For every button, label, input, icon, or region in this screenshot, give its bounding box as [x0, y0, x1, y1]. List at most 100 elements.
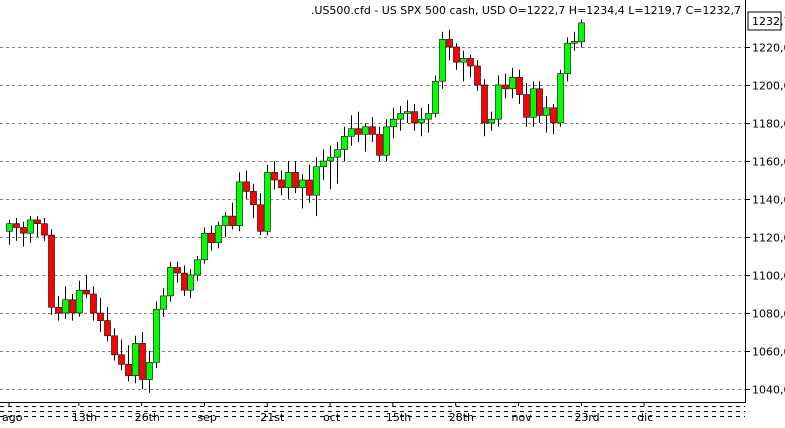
- x-tick-label: 13th: [72, 411, 97, 424]
- candle-body: [285, 172, 292, 188]
- y-tick-label: 1200,0: [752, 80, 785, 93]
- candle-body: [62, 299, 69, 314]
- candle: [502, 73, 509, 99]
- candle: [460, 50, 467, 82]
- candle-body: [327, 156, 334, 162]
- candle: [27, 216, 34, 243]
- candle: [299, 174, 306, 209]
- candle: [481, 79, 488, 137]
- candle-body: [27, 219, 34, 234]
- candle-body: [201, 232, 208, 261]
- candle: [488, 111, 495, 131]
- candle: [355, 111, 362, 142]
- candle: [6, 219, 13, 245]
- candle: [257, 193, 264, 236]
- candle-body: [411, 111, 418, 124]
- candle-body: [397, 113, 404, 120]
- candle-body: [467, 58, 474, 67]
- candle-body: [69, 299, 76, 314]
- candle: [208, 225, 215, 251]
- last-price-label: 1232,7: [752, 15, 785, 28]
- candle: [313, 157, 320, 217]
- candle-body: [6, 223, 13, 232]
- candle: [90, 286, 97, 321]
- y-tick-label: 1160,0: [752, 156, 785, 169]
- x-tick-label: 23rd: [574, 411, 599, 424]
- y-tick-label: 1060,0: [752, 346, 785, 359]
- candle: [495, 75, 502, 127]
- candle-body: [543, 107, 550, 116]
- candle: [125, 345, 132, 382]
- candle: [194, 256, 201, 281]
- candle: [564, 37, 571, 82]
- last-price-box: [747, 11, 782, 31]
- candle: [523, 83, 530, 127]
- candle: [376, 126, 383, 161]
- candle: [174, 261, 181, 283]
- candle-body: [271, 172, 278, 181]
- x-tick-label: 15th: [386, 411, 411, 424]
- candle-body: [104, 320, 111, 337]
- candle: [348, 115, 355, 146]
- x-tick-label: dic: [637, 411, 653, 424]
- candle-body: [418, 118, 425, 124]
- candle-body: [153, 308, 160, 363]
- candle: [474, 60, 481, 91]
- candle: [571, 31, 578, 51]
- candle: [34, 216, 41, 237]
- candle-body: [516, 77, 523, 95]
- y-tick-label: 1120,0: [752, 232, 785, 245]
- candle-body: [76, 289, 83, 314]
- x-tick-label: ago: [2, 411, 23, 424]
- x-tick-label: 26th: [135, 411, 160, 424]
- candle-body: [187, 274, 194, 291]
- y-tick-label: 1220,0: [752, 42, 785, 55]
- x-tick-label: 21st: [260, 411, 285, 424]
- candle-body: [348, 128, 355, 137]
- candle: [285, 161, 292, 199]
- candle-body: [34, 219, 41, 224]
- candle: [118, 339, 125, 370]
- candle: [20, 221, 27, 247]
- candle: [578, 19, 585, 48]
- candle-body: [139, 343, 146, 380]
- candle: [439, 31, 446, 89]
- y-tick-label: 1080,0: [752, 308, 785, 321]
- candle-body: [557, 73, 564, 124]
- candle-body: [502, 84, 509, 90]
- candle-body: [20, 227, 27, 234]
- candle-body: [132, 343, 139, 376]
- candle-body: [341, 136, 348, 150]
- candle-body: [174, 267, 181, 274]
- last-price-marker: 1232,7: [747, 11, 785, 31]
- candle-body: [90, 293, 97, 314]
- candle-body: [118, 354, 125, 365]
- candle: [132, 335, 139, 384]
- candle-body: [97, 312, 104, 321]
- candle: [139, 332, 146, 389]
- candle: [222, 212, 229, 237]
- candle: [432, 75, 439, 118]
- candle-body: [194, 259, 201, 276]
- candle: [425, 104, 432, 133]
- candle: [250, 183, 257, 218]
- candle-body: [229, 215, 236, 226]
- candle: [201, 227, 208, 264]
- candles: [6, 19, 585, 393]
- candle: [264, 164, 271, 236]
- candle: [97, 297, 104, 332]
- candle-body: [313, 166, 320, 196]
- candle: [146, 351, 153, 393]
- candle: [509, 67, 516, 99]
- candle: [76, 280, 83, 317]
- candle: [383, 119, 390, 161]
- candle: [55, 295, 62, 321]
- candle-body: [460, 58, 467, 63]
- candle: [111, 328, 118, 361]
- x-tick-label: 28th: [449, 411, 474, 424]
- candle: [362, 123, 369, 152]
- y-tick-label: 1040,0: [752, 384, 785, 397]
- candle-body: [495, 84, 502, 120]
- candle-body: [550, 107, 557, 124]
